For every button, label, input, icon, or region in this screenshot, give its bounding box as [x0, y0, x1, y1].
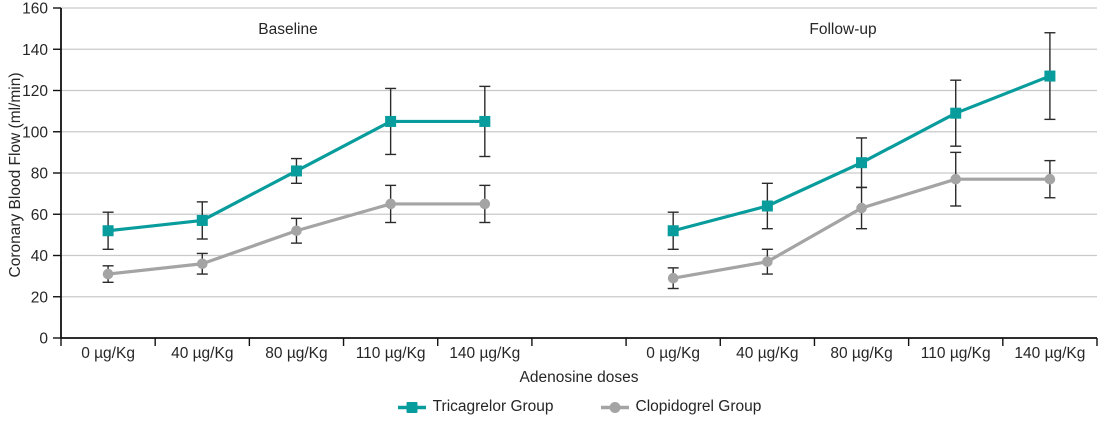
axes	[53, 7, 1098, 346]
y-tick-label: 100	[22, 124, 48, 141]
legend-label-tricagrelor: Tricagrelor Group	[432, 398, 554, 415]
x-tick-label: 140 µg/Kg	[1014, 345, 1085, 362]
x-tick-label: 0 µg/Kg	[646, 345, 700, 362]
series-clopidogrel	[102, 173, 1056, 284]
x-tick-label: 80 µg/Kg	[265, 345, 327, 362]
y-tick-label: 80	[31, 166, 49, 183]
y-tick-label: 60	[31, 207, 49, 224]
x-tick-label: 110 µg/Kg	[921, 345, 991, 362]
y-tick-label: 160	[22, 1, 48, 18]
panel-title-baseline: Baseline	[258, 21, 318, 38]
series-tricagrelor	[102, 70, 1056, 237]
legend-item-tricagrelor: Tricagrelor Group	[397, 398, 554, 416]
gridlines	[61, 7, 1097, 298]
tick-labels: 0 20 40 60 80 100 120 140 160 0 µg/Kg 40 µg/Kg 80 µ…	[22, 1, 1085, 363]
x-tick-label: 40 µg/Kg	[171, 345, 233, 362]
tricagrelor-square-marker-icon	[397, 401, 426, 413]
x-tick-label: 140 µg/Kg	[449, 345, 520, 362]
y-axis-title: Coronary Blood Flow (ml/min)	[7, 72, 24, 278]
y-tick-label: 140	[22, 42, 48, 59]
legend: Tricagrelor Group Clopidogrel Group	[61, 398, 1097, 416]
y-tick-label: 20	[31, 289, 49, 306]
x-tick-label: 0 µg/Kg	[81, 345, 135, 362]
y-tick-label: 0	[39, 331, 48, 348]
x-axis-title: Adenosine doses	[519, 369, 639, 386]
x-tick-label: 40 µg/Kg	[736, 345, 798, 362]
y-tick-label: 40	[31, 248, 49, 265]
x-tick-label: 80 µg/Kg	[830, 345, 892, 362]
y-tick-label: 120	[22, 83, 48, 100]
legend-item-clopidogrel: Clopidogrel Group	[600, 398, 762, 416]
clopidogrel-circle-marker-icon	[600, 401, 629, 413]
legend-label-clopidogrel: Clopidogrel Group	[635, 398, 762, 415]
panel-title-followup: Follow-up	[809, 21, 877, 38]
x-tick-label: 110 µg/Kg	[356, 345, 426, 362]
